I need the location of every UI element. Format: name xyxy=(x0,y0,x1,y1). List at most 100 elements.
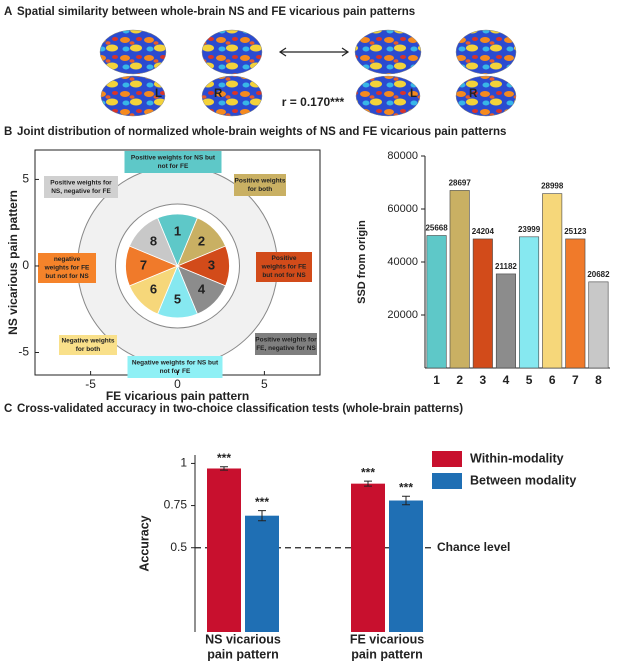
legend-label: Between modality xyxy=(470,473,576,487)
panel-letter: B xyxy=(4,126,12,138)
count-label: 23999 xyxy=(518,225,541,234)
panel-letter: C xyxy=(4,403,12,415)
sector-label: 7 xyxy=(140,257,147,272)
x-tick-label: 6 xyxy=(549,373,556,387)
annotation-box xyxy=(38,253,96,283)
annotation-text: Positive weights xyxy=(235,177,286,184)
x-tick-label: 5 xyxy=(261,377,268,391)
sector-label: 1 xyxy=(174,223,181,238)
annotation-box xyxy=(255,333,317,355)
annotation-text: not for FE xyxy=(158,163,189,170)
panel-title: Joint distribution of normalized whole-b… xyxy=(17,126,506,138)
annotation-text: NS, negative for FE xyxy=(51,188,111,195)
error-bar xyxy=(402,495,410,506)
annotation-text: weights for FE xyxy=(261,264,307,271)
count-label: 21182 xyxy=(495,262,517,271)
x-tick-label: 1 xyxy=(433,373,440,387)
significance-label: *** xyxy=(361,465,375,479)
annotation-text: but not for NS xyxy=(45,273,89,280)
legend-label: Within-modality xyxy=(470,451,564,465)
x-tick-label: pain pattern xyxy=(207,647,279,661)
annotation-text: for both xyxy=(248,186,273,193)
count-label: 25123 xyxy=(564,227,587,236)
brains xyxy=(99,29,517,117)
bar xyxy=(565,238,586,369)
bar xyxy=(495,273,516,369)
error-bar xyxy=(258,510,266,522)
annotation-text: weights for FE xyxy=(44,265,90,272)
annotation-box xyxy=(59,335,117,355)
reference-label: Chance level xyxy=(437,540,510,554)
annotation-text: Positive weights for xyxy=(50,179,112,186)
annotation-text: not for FE xyxy=(160,368,191,375)
legend-swatch xyxy=(432,451,462,467)
count-label: 24204 xyxy=(472,227,495,236)
y-tick-label: 5 xyxy=(22,172,29,186)
y-axis-label: Accuracy xyxy=(137,515,151,571)
x-tick-label: NS vicarious xyxy=(205,632,281,646)
x-tick-label: -5 xyxy=(85,377,96,391)
x-tick-label: pain pattern xyxy=(351,647,423,661)
y-tick-label: 0 xyxy=(22,258,29,272)
count-label: 25668 xyxy=(425,224,448,233)
bar xyxy=(588,281,609,369)
sector-label: 3 xyxy=(208,257,215,272)
count-label: 28998 xyxy=(541,182,564,191)
y-tick-label: 80000 xyxy=(387,150,418,162)
annotation-text: Positive weights for xyxy=(255,336,317,343)
bar xyxy=(519,236,540,369)
annotation-text: Negative weights xyxy=(61,337,114,344)
annotation-box xyxy=(127,356,223,378)
count-label: 20682 xyxy=(587,270,610,279)
error-bar xyxy=(364,480,372,487)
annotation-box xyxy=(124,151,222,173)
bar xyxy=(245,515,279,632)
bar xyxy=(351,483,385,632)
y-tick-label: -5 xyxy=(18,345,29,359)
annotation-box xyxy=(256,252,312,282)
bar xyxy=(449,190,470,369)
x-tick-label: 5 xyxy=(526,373,533,387)
bar xyxy=(472,238,493,369)
annotation-box xyxy=(44,176,118,198)
hemisphere-label: L xyxy=(410,88,417,100)
count-label: 28697 xyxy=(449,179,472,188)
bar xyxy=(389,500,423,632)
x-axis-label: FE vicarious pain pattern xyxy=(106,389,249,403)
annotation-text: Negative weights for NS but xyxy=(132,359,219,366)
x-tick-label: 2 xyxy=(456,373,463,387)
hemisphere-label: L xyxy=(155,88,162,100)
sector-label: 2 xyxy=(198,233,205,248)
significance-label: *** xyxy=(255,495,269,509)
sector-label: 8 xyxy=(150,233,157,248)
y-tick-label: 1 xyxy=(180,456,187,470)
hemisphere-label: R xyxy=(214,88,223,100)
legend-swatch xyxy=(432,473,462,489)
sector xyxy=(128,217,179,267)
y-tick-label: 0.5 xyxy=(170,540,187,554)
sector-label: 6 xyxy=(150,281,157,296)
y-tick-label: 60000 xyxy=(387,203,418,215)
annotation-box xyxy=(234,174,286,196)
significance-label: *** xyxy=(399,480,413,494)
x-tick-label: 4 xyxy=(503,373,510,387)
y-tick-label: 20000 xyxy=(387,309,418,321)
sector-label: 5 xyxy=(174,291,181,306)
annotation-text: but not for NS xyxy=(262,272,306,279)
annotation-text: Positive xyxy=(272,255,297,262)
error-bar xyxy=(220,466,228,471)
x-tick-label: 7 xyxy=(572,373,579,387)
x-tick-label: 8 xyxy=(595,373,602,387)
y-axis-label: SSD from origin xyxy=(356,220,368,304)
x-tick-label: 0 xyxy=(174,377,181,391)
panel-title: Spatial similarity between whole-brain N… xyxy=(17,6,415,18)
y-axis-label: NS vicarious pain pattern xyxy=(6,190,20,335)
hemisphere-label: R xyxy=(469,88,478,100)
panel-title: Cross-validated accuracy in two-choice c… xyxy=(17,403,463,415)
bar xyxy=(542,193,563,369)
annotation-text: for both xyxy=(76,346,101,353)
panel-letter: A xyxy=(4,6,12,18)
x-tick-label: FE vicarious xyxy=(350,632,424,646)
sector-label: 4 xyxy=(198,281,206,296)
